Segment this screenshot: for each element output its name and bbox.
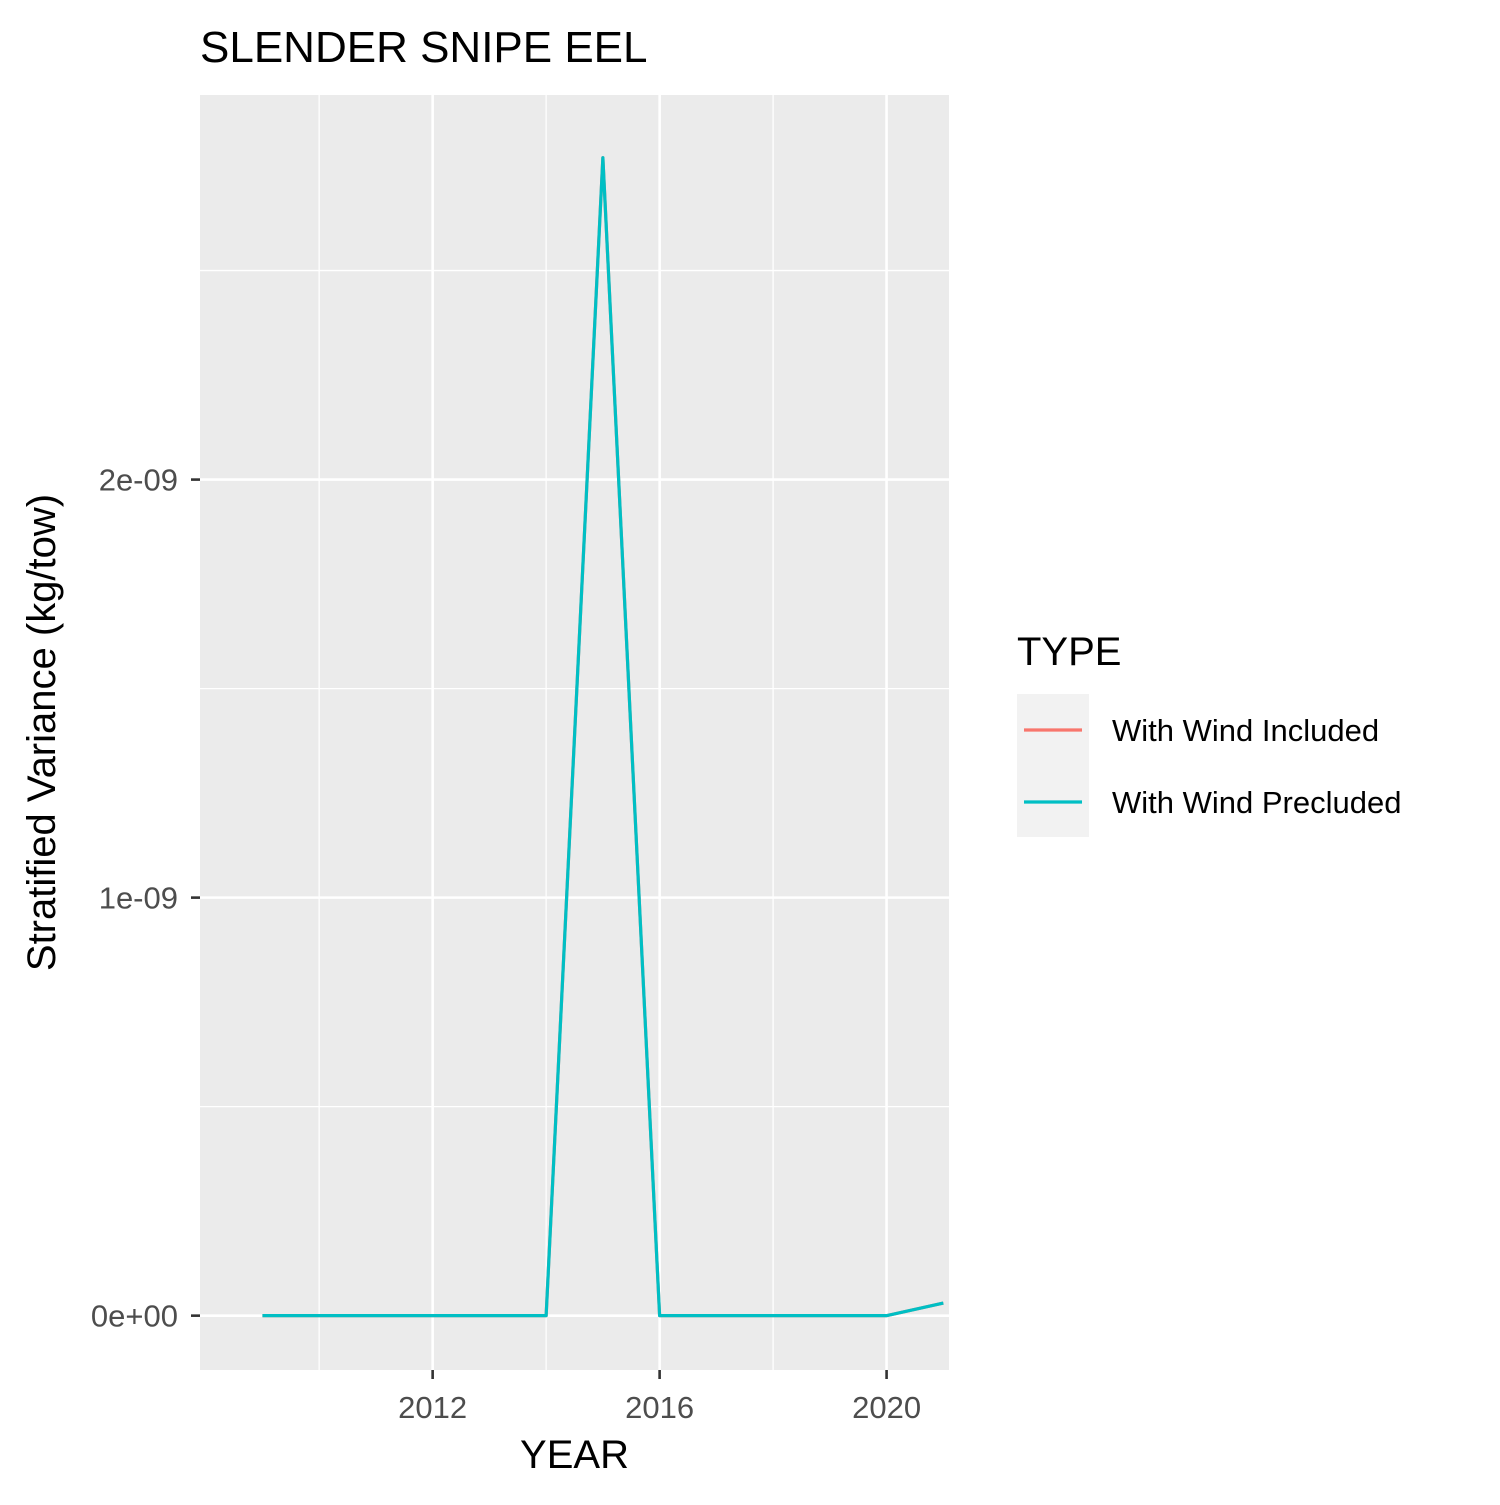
x-axis-title: YEAR xyxy=(520,1433,629,1477)
y-axis-title: Stratified Variance (kg/tow) xyxy=(20,494,64,971)
legend-label-with-wind-included: With Wind Included xyxy=(1112,713,1379,748)
legend-entries: With Wind Included With Wind Precluded xyxy=(1024,713,1401,820)
legend-title: TYPE xyxy=(1017,630,1121,674)
tick-labels: 2012 2016 2020 0e+00 1e-09 2e-09 xyxy=(91,463,921,1425)
legend-label-with-wind-precluded: With Wind Precluded xyxy=(1112,785,1401,820)
axis-ticks xyxy=(191,478,888,1379)
x-tick-label: 2016 xyxy=(625,1390,694,1425)
series-lines xyxy=(262,156,944,1318)
legend: TYPE With Wind Included With Wind Preclud… xyxy=(1017,630,1401,837)
legend-key-background xyxy=(1017,694,1089,837)
x-tick-label: 2012 xyxy=(398,1390,467,1425)
y-tick-label: 0e+00 xyxy=(91,1299,178,1334)
chart-title: SLENDER SNIPE EEL xyxy=(200,23,648,72)
minor-gridlines xyxy=(200,95,949,1370)
series-line-with-wind-precluded xyxy=(262,156,944,1318)
y-tick-label: 2e-09 xyxy=(99,463,178,498)
y-tick-label: 1e-09 xyxy=(99,881,178,916)
x-tick-label: 2020 xyxy=(852,1390,921,1425)
